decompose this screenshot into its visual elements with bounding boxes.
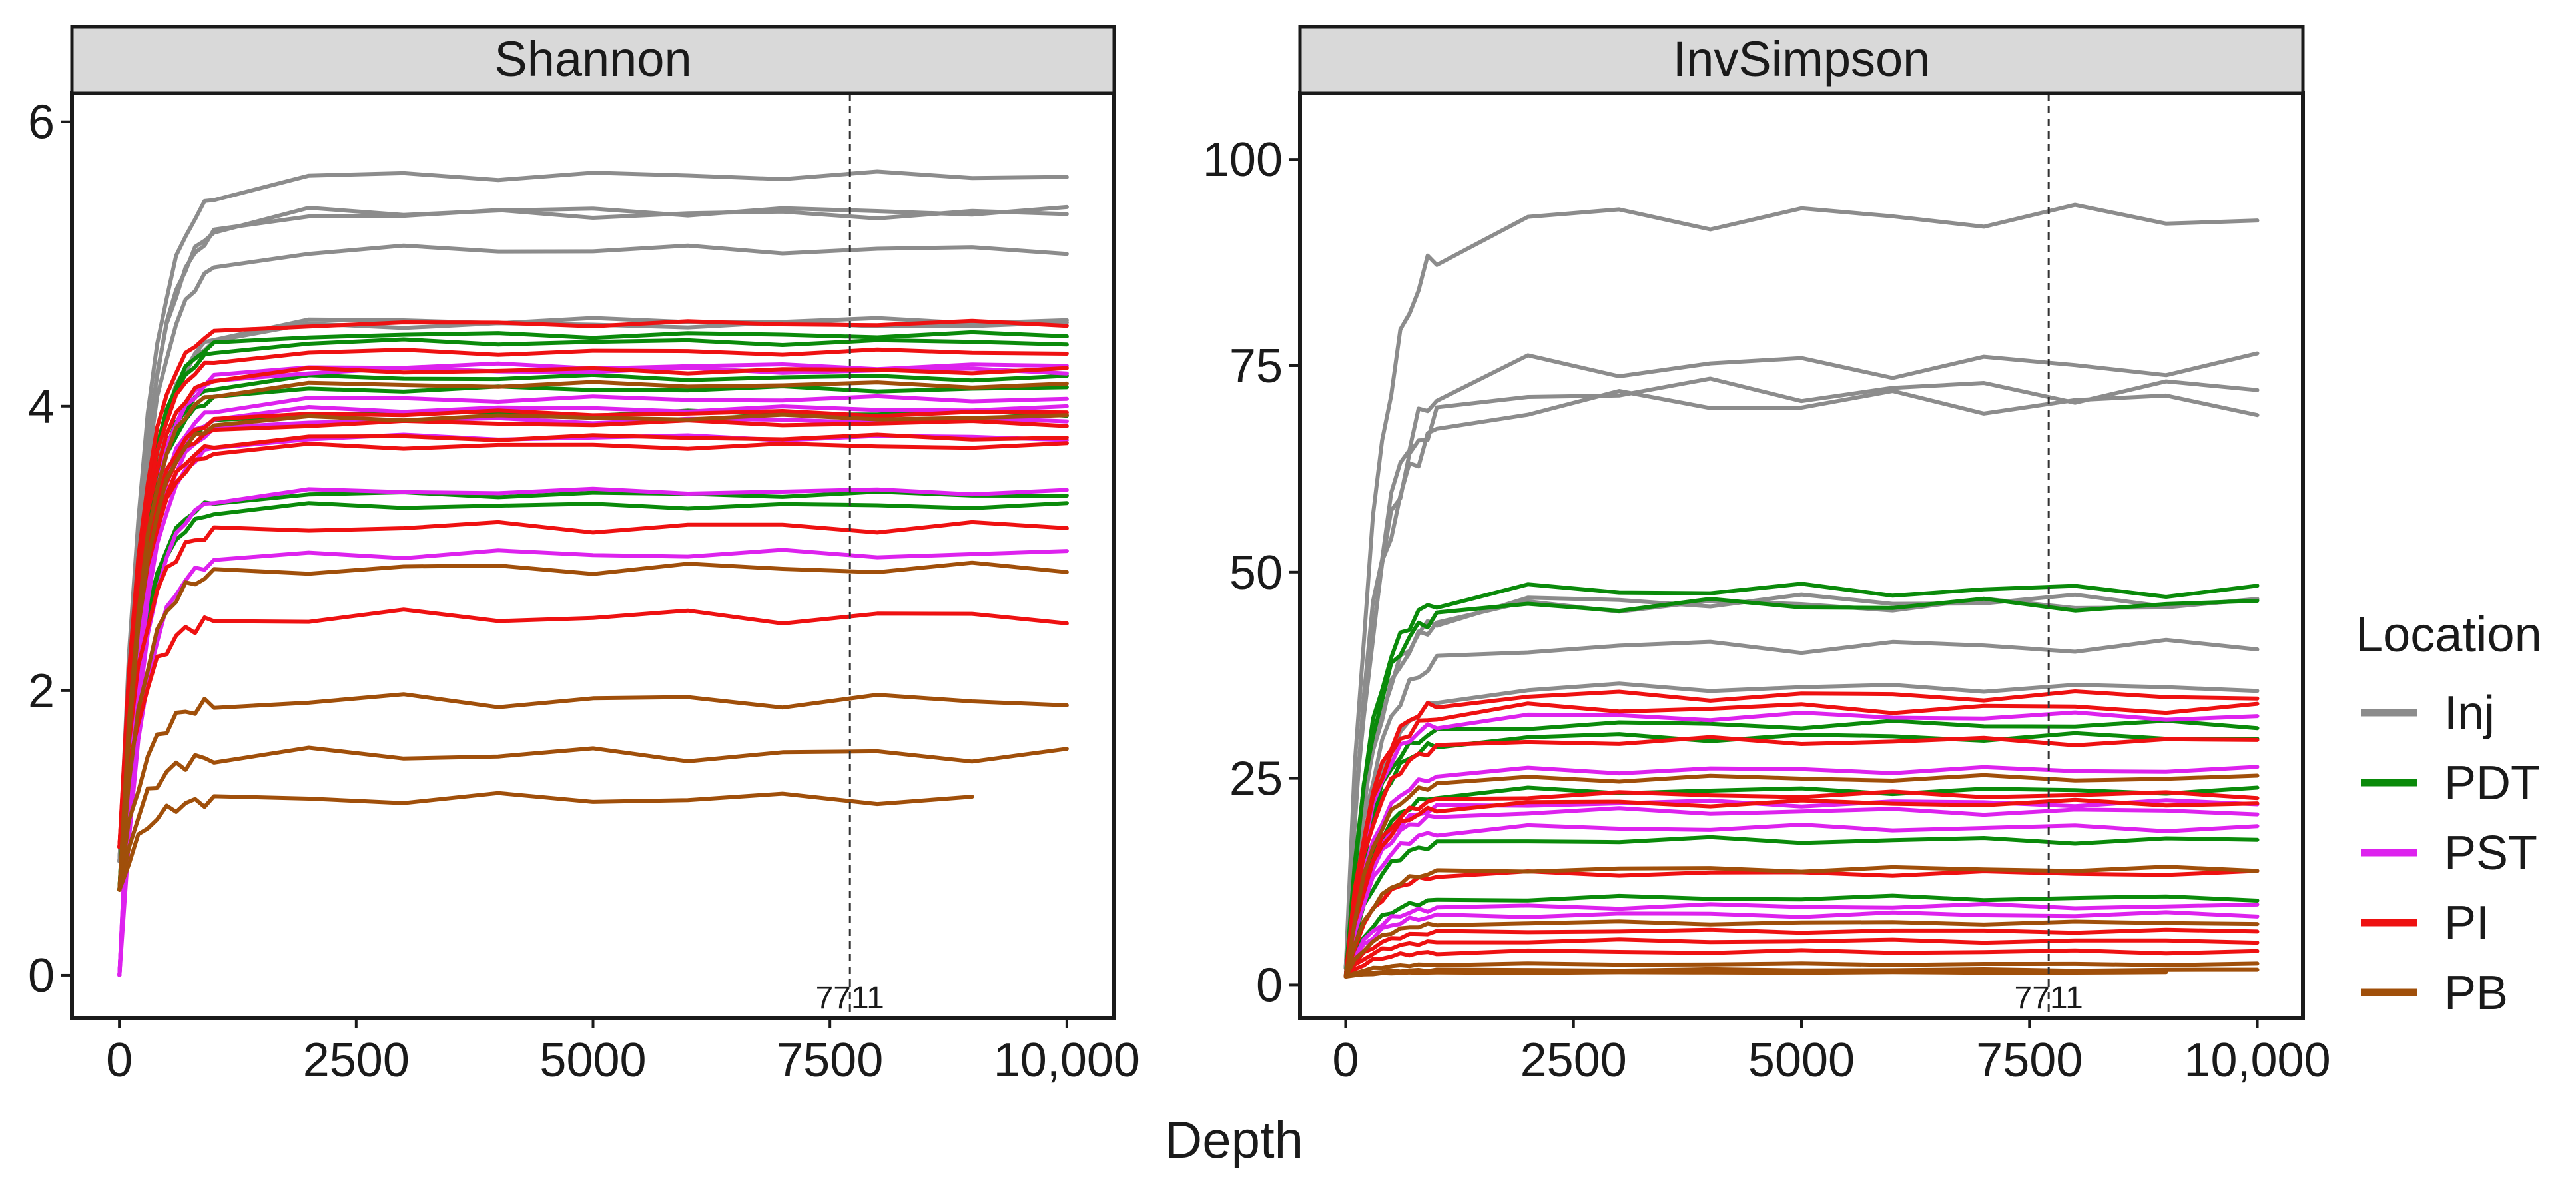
invsimpson-series <box>1343 202 2260 979</box>
invsimpson-strip <box>1298 25 2305 95</box>
invsimpson-series-line-pb <box>1343 919 2260 979</box>
invsimpson-series-line-pb <box>1343 961 2260 979</box>
invsimpson-series-line-pi <box>1343 701 2260 979</box>
invsimpson-y-tick-label: 25 <box>1229 753 1283 806</box>
invsimpson-series-line-inj <box>1343 351 2260 971</box>
invsimpson-series-line-pi <box>1343 948 2260 979</box>
invsimpson-series-line-pb <box>1343 865 2260 979</box>
invsimpson-series-line-pi <box>1343 735 2260 979</box>
shannon-series-line-pst <box>117 361 1069 977</box>
invsimpson-reference-label: 7711 <box>2015 981 2083 1016</box>
invsimpson-series-line-pst <box>1343 910 2260 979</box>
shannon-x-tick-label: 5000 <box>539 1034 646 1087</box>
shannon-series-line-inj <box>117 243 1069 864</box>
invsimpson-x-tick-label: 2500 <box>1520 1034 1627 1087</box>
shannon-series-line-pb <box>117 791 974 892</box>
invsimpson-x-axis: 0 2500 5000 7500 10,000 <box>1332 1018 2331 1087</box>
invsimpson-strip-title: InvSimpson <box>1673 31 1931 87</box>
shannon-strip-title: Shannon <box>494 31 691 87</box>
invsimpson-x-tick-label: 5000 <box>1748 1034 1855 1087</box>
invsimpson-y-axis: 0 25 50 75 100 <box>1203 133 1300 1012</box>
shannon-x-tick-label: 0 <box>106 1034 133 1087</box>
shannon-series-line-pdt <box>117 384 1069 892</box>
shannon-series-line-pst <box>117 366 1069 977</box>
invsimpson-series-line-pst <box>1343 823 2260 979</box>
shannon-x-tick-label: 2500 <box>303 1034 410 1087</box>
shannon-series-line-pb <box>117 745 1069 892</box>
invsimpson-series-line-pdt <box>1343 719 2260 979</box>
invsimpson-x-tick-label: 0 <box>1332 1034 1359 1087</box>
legend-title: Location <box>2356 607 2542 662</box>
panel-shannon: 7711 Shannon 0 2 4 6 0 2500 5000 7500 10,000 <box>28 25 1140 1087</box>
invsimpson-series-line-pdt <box>1343 582 2260 979</box>
shannon-series-line-inj <box>117 208 1069 864</box>
shannon-series-line-pdt <box>117 501 1069 892</box>
shannon-series-line-pst <box>117 394 1069 977</box>
invsimpson-series-line-pi <box>1343 937 2260 979</box>
legend-label-inj: Inj <box>2444 687 2495 740</box>
invsimpson-y-tick-label: 75 <box>1229 340 1283 393</box>
invsimpson-series-line-pi <box>1343 927 2260 979</box>
invsimpson-series-line-pi <box>1343 689 2260 979</box>
shannon-series-line-pdt <box>117 372 1069 892</box>
shannon-series-line-pi <box>117 318 1069 849</box>
shannon-strip <box>70 25 1116 95</box>
shannon-series-line-pdt <box>117 490 1069 892</box>
legend-label-pst: PST <box>2444 827 2537 880</box>
shannon-series-line-pb <box>117 692 1069 892</box>
shannon-series-line-pi <box>117 347 1069 849</box>
shannon-series-line-pi <box>117 520 1069 849</box>
shannon-series-line-pi <box>117 408 1069 849</box>
panel-invsimpson: 7711 InvSimpson 0 25 50 75 100 0 2500 5000 7500… <box>1203 25 2331 1087</box>
invsimpson-series-line-pst <box>1343 710 2260 979</box>
shannon-series-line-pi <box>117 607 1069 849</box>
shannon-reference-label: 7711 <box>816 981 884 1016</box>
legend: Location Inj PDT PST PI PB <box>2356 607 2542 1020</box>
shannon-series-line-pst <box>117 548 1069 977</box>
shannon-series-line-pb <box>117 560 1069 892</box>
shannon-series-line-pb <box>117 380 1069 892</box>
x-axis-title: Depth <box>1165 1110 1303 1169</box>
shannon-series <box>117 169 1069 977</box>
invsimpson-series-line-pst <box>1343 765 2260 979</box>
legend-label-pb: PB <box>2444 967 2508 1020</box>
invsimpson-x-tick-label: 7500 <box>1976 1034 2083 1087</box>
invsimpson-y-tick-label: 100 <box>1203 133 1283 187</box>
invsimpson-series-line-pst <box>1343 806 2260 979</box>
invsimpson-series-line-pdt <box>1343 835 2260 979</box>
invsimpson-series-line-inj <box>1343 637 2260 971</box>
shannon-y-tick-label: 4 <box>28 380 55 434</box>
invsimpson-series-line-pi <box>1343 797 2260 979</box>
invsimpson-series-line-pst <box>1343 902 2260 979</box>
shannon-y-tick-label: 0 <box>28 949 55 1002</box>
invsimpson-series-line-inj <box>1343 202 2260 971</box>
invsimpson-series-line-inj <box>1343 376 2260 971</box>
shannon-series-line-inj <box>117 169 1069 864</box>
invsimpson-series-line-inj <box>1343 389 2260 971</box>
invsimpson-x-tick-label: 10,000 <box>2184 1034 2330 1087</box>
invsimpson-y-tick-label: 0 <box>1256 959 1283 1012</box>
invsimpson-series-line-pdt <box>1343 893 2260 979</box>
shannon-x-axis: 0 2500 5000 7500 10,000 <box>106 1018 1140 1087</box>
legend-entries: Inj PDT PST PI PB <box>2361 687 2540 1020</box>
shannon-x-tick-label: 7500 <box>777 1034 883 1087</box>
shannon-series-line-pb <box>117 412 1069 892</box>
shannon-y-tick-label: 2 <box>28 665 55 718</box>
invsimpson-series-line-pb <box>1343 773 2260 979</box>
legend-label-pi: PI <box>2444 897 2489 950</box>
shannon-x-tick-label: 10,000 <box>994 1034 1140 1087</box>
invsimpson-y-tick-label: 50 <box>1229 546 1283 599</box>
shannon-series-line-pdt <box>117 408 1069 892</box>
invsimpson-series-line-pb <box>1343 970 2168 979</box>
legend-label-pdt: PDT <box>2444 757 2540 810</box>
shannon-y-tick-label: 6 <box>28 96 55 149</box>
invsimpson-panel-border <box>1298 91 2305 1020</box>
shannon-y-axis: 0 2 4 6 <box>28 96 72 1002</box>
shannon-series-line-pi <box>117 366 1069 849</box>
invsimpson-series-line-pdt <box>1343 596 2260 979</box>
shannon-series-line-pi <box>117 418 1069 849</box>
shannon-series-line-pst <box>117 486 1069 977</box>
